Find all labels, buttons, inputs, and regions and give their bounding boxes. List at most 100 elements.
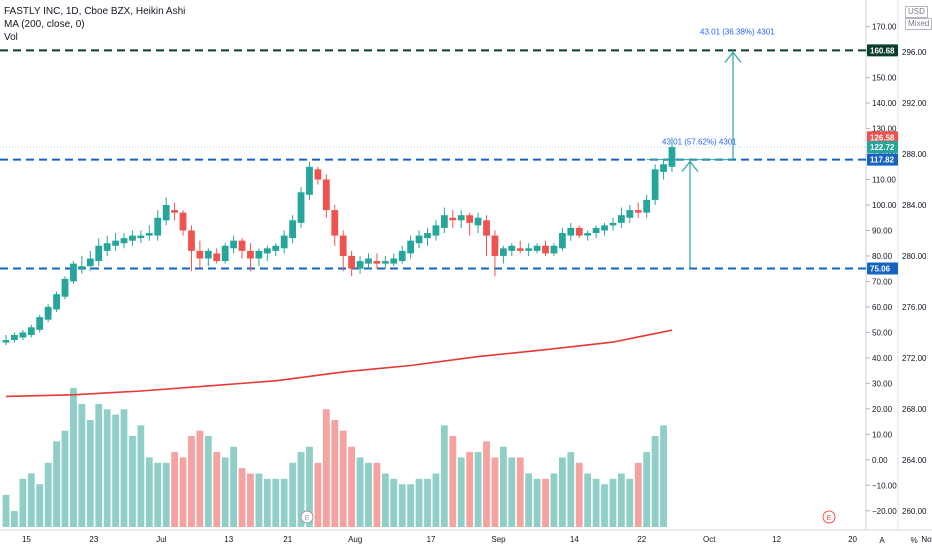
- candle-body: [415, 235, 423, 244]
- right-tick-label: 276.00: [902, 303, 927, 312]
- candle-body: [204, 250, 212, 259]
- candle-body: [499, 248, 507, 256]
- volume-bar: [280, 478, 288, 527]
- volume-bar: [112, 414, 119, 527]
- candle-body: [314, 169, 322, 180]
- price-tick-label: 70.00: [872, 277, 893, 286]
- volume-bar: [86, 420, 94, 527]
- candle-body: [263, 248, 271, 254]
- time-tick-label: Aug: [348, 535, 362, 544]
- price-tick-label: 150.00: [872, 74, 897, 83]
- candle-body: [221, 245, 229, 262]
- volume-bar: [179, 457, 187, 527]
- time-tick-label: 14: [570, 535, 579, 544]
- volume-bar: [373, 462, 381, 527]
- candle-body: [398, 250, 406, 262]
- scale-mode-badge[interactable]: Mixed: [905, 18, 932, 30]
- volume-bar: [11, 510, 18, 527]
- volume-bar: [297, 452, 305, 527]
- candle-body: [2, 340, 10, 343]
- volume-bar: [2, 494, 10, 527]
- volume-bar: [44, 462, 52, 527]
- candle-body: [601, 225, 608, 231]
- volume-bar: [53, 441, 60, 527]
- candle-body: [162, 205, 170, 221]
- right-tick-label: 264.00: [902, 456, 927, 465]
- price-tick-label: −20.00: [872, 507, 897, 516]
- volume-bar: [61, 430, 69, 527]
- candle-body: [407, 240, 415, 254]
- candle-body: [542, 245, 549, 254]
- right-tick-label: 296.00: [902, 48, 927, 57]
- candle-body: [44, 306, 52, 320]
- candle-body: [381, 261, 389, 264]
- price-tick-label: 60.00: [872, 303, 893, 312]
- volume-bar: [660, 425, 667, 527]
- candle-body: [297, 192, 305, 223]
- volume-bar: [381, 473, 389, 527]
- measure-arrow-2-head: [724, 51, 742, 63]
- volume-bar: [424, 478, 431, 527]
- time-tick-label: Jul: [156, 535, 166, 544]
- volume-bar: [483, 441, 490, 527]
- volume-bar: [516, 457, 524, 527]
- candle-body: [86, 258, 94, 267]
- candle-body: [348, 255, 356, 269]
- volume-bar: [643, 452, 651, 527]
- volume-bar: [365, 462, 372, 527]
- candle-body: [466, 215, 474, 223]
- candle-body: [584, 233, 592, 236]
- volume-bar: [289, 462, 297, 527]
- price-tick-label: 130.00: [872, 125, 897, 134]
- right-tick-label: 272.00: [902, 354, 927, 363]
- price-label-level-top: 160.68: [870, 46, 895, 55]
- volume-bar: [415, 478, 423, 527]
- volume-bar: [407, 484, 415, 527]
- candle-body: [474, 217, 482, 226]
- price-label-box: [867, 131, 898, 144]
- candle-body: [373, 261, 381, 264]
- candle-body: [525, 248, 533, 251]
- volume-bar: [525, 473, 533, 527]
- volume-bar: [247, 473, 254, 527]
- volume-bar: [626, 478, 634, 527]
- volume-bar: [255, 473, 263, 527]
- candle-body: [78, 266, 86, 269]
- volume-bar: [432, 473, 440, 527]
- candle-body: [440, 215, 448, 228]
- volume-bar: [499, 446, 507, 527]
- volume-bar: [103, 409, 111, 527]
- volume-bar: [609, 478, 617, 527]
- volume-bar: [449, 436, 457, 527]
- price-tick-label: 140.00: [872, 99, 897, 108]
- candle-body: [238, 240, 246, 251]
- volume-bar: [508, 457, 516, 527]
- volume-bar: [356, 457, 364, 527]
- price-tick-label: 110.00: [872, 176, 896, 185]
- volume-bar: [651, 436, 659, 527]
- candle-body: [575, 227, 583, 236]
- time-tick-label: Oct: [703, 535, 716, 544]
- candle-body: [103, 243, 111, 251]
- price-tick-label: 0.00: [872, 456, 888, 465]
- candle-body: [508, 245, 516, 251]
- ma-indicator-label[interactable]: MA (200, close, 0): [4, 19, 85, 30]
- volume-bar: [162, 462, 170, 527]
- currency-badge[interactable]: USD: [905, 6, 928, 18]
- right-tick-label: 288.00: [902, 150, 927, 159]
- time-tick-label: 13: [224, 535, 233, 544]
- volume-bar: [348, 446, 356, 527]
- candle-body: [558, 233, 566, 249]
- volume-bar: [592, 478, 600, 527]
- volume-bar: [466, 452, 474, 527]
- volume-bar: [78, 403, 86, 527]
- candle-body: [213, 253, 221, 262]
- volume-indicator-label[interactable]: Vol: [4, 32, 18, 43]
- volume-bar: [70, 387, 77, 527]
- volume-bar: [36, 484, 44, 527]
- candle-body: [643, 199, 651, 213]
- volume-bar: [331, 420, 339, 527]
- volume-bar: [440, 425, 448, 527]
- time-tick-label: 21: [283, 535, 292, 544]
